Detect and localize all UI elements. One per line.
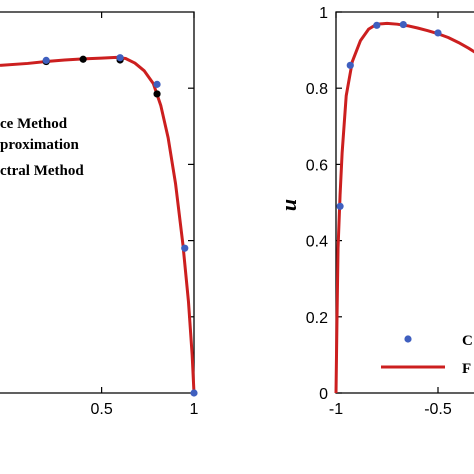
- right-axes-frame: [335, 11, 474, 394]
- left-blue-point: [181, 244, 189, 252]
- left-legend-entry-1: ce Method: [0, 116, 68, 132]
- right-y-tick-label: 0.2: [306, 310, 328, 327]
- right-y-tick-label: 0.4: [306, 234, 328, 251]
- right-blue-point: [336, 202, 344, 210]
- right-legend-entry-2: F: [462, 361, 471, 377]
- right-y-axis-label: u: [276, 199, 301, 211]
- left-panel: 0.5 1 ce Method proximation ctral Method: [0, 11, 199, 418]
- right-y-tick-label: 0: [319, 386, 328, 403]
- left-blue-point: [116, 54, 124, 62]
- left-legend-entry-2: proximation: [0, 137, 80, 153]
- left-x-tick-labels: 0.5 1: [90, 401, 198, 418]
- left-series: [0, 54, 198, 397]
- left-legend-entry-3: ctral Method: [0, 163, 84, 179]
- right-series-line: [334, 21, 474, 394]
- left-blue-point: [153, 80, 161, 88]
- right-y-tick-label: 1: [319, 5, 328, 22]
- right-legend: C F: [381, 333, 473, 377]
- right-legend-marker-1: [404, 335, 412, 343]
- right-y-tick-label: 0.6: [306, 157, 328, 174]
- right-blue-point: [399, 20, 407, 29]
- right-y-tick-label: 0.8: [306, 81, 328, 98]
- left-x-tick-label: 0.5: [90, 401, 112, 418]
- right-x-tick-label: -0.5: [424, 401, 452, 418]
- right-blue-point: [434, 29, 442, 37]
- left-blue-point: [190, 389, 198, 397]
- right-y-tick-labels: 0 0.2 0.4 0.6 0.8 1: [306, 5, 328, 403]
- left-axes-frame: [0, 11, 195, 394]
- left-ticks: [101, 12, 195, 393]
- right-x-tick-label: -1: [329, 401, 343, 418]
- right-blue-point: [373, 21, 381, 29]
- right-blue-point: [346, 61, 354, 69]
- right-series: [334, 20, 474, 394]
- left-blue-point: [42, 56, 50, 64]
- left-black-point: [153, 90, 161, 98]
- left-x-tick-label: 1: [190, 401, 199, 418]
- right-legend-entry-1: C: [462, 333, 473, 349]
- left-series-line: [0, 55, 196, 394]
- left-black-point: [79, 55, 87, 63]
- left-legend: ce Method proximation ctral Method: [0, 116, 84, 179]
- right-panel: 0 0.2 0.4 0.6 0.8 1 -1 -0.5 u C F: [276, 5, 474, 418]
- right-x-tick-labels: -1 -0.5: [329, 401, 452, 418]
